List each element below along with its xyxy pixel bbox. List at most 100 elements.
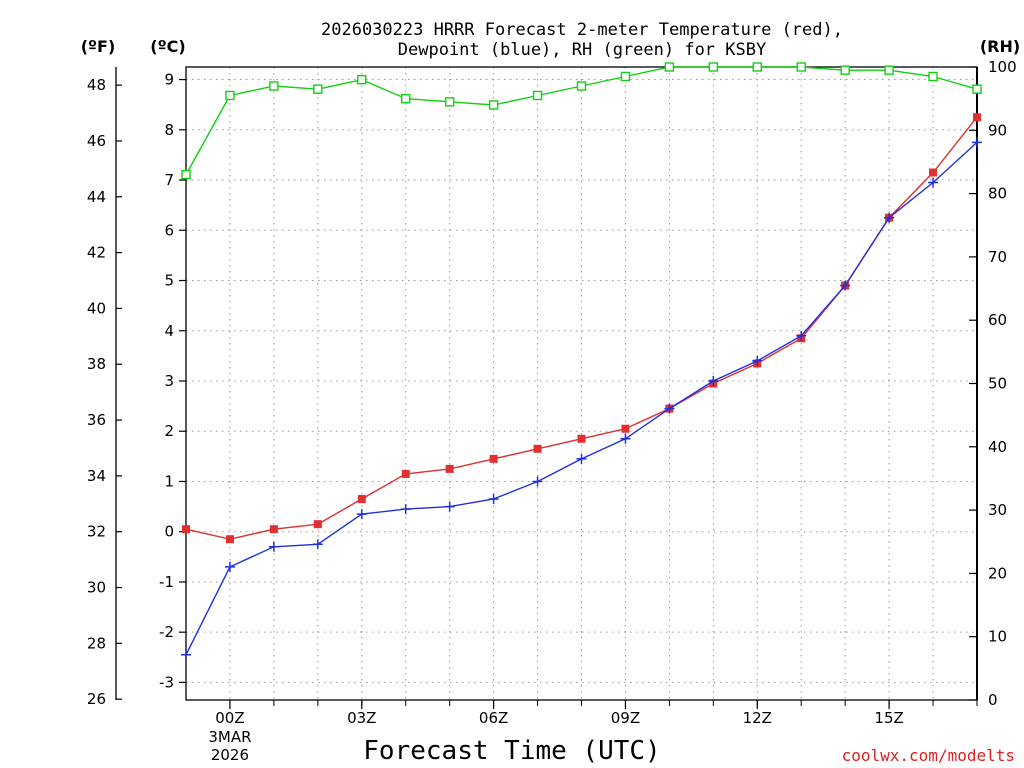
dewpoint-point	[532, 476, 543, 487]
fahrenheit-tick-label: 44	[87, 188, 106, 206]
date-label-year: 2026	[211, 746, 249, 764]
rh-point	[488, 100, 499, 110]
credit-text: coolwx.com/modelts	[842, 746, 1015, 765]
celsius-tick-label: 2	[164, 422, 174, 440]
x-tick-label: 06Z	[479, 709, 508, 727]
rh-point	[181, 169, 191, 180]
dewpoint-point	[576, 453, 587, 464]
rh-tick-label: 0	[988, 691, 998, 709]
rh-point	[444, 97, 455, 107]
celsius-tick-label: 6	[164, 221, 174, 239]
chart-title-line2: Dewpoint (blue), RH (green) for KSBY	[398, 40, 766, 60]
rh-tick-label: 100	[988, 58, 1017, 76]
fahrenheit-tick-label: 36	[87, 411, 106, 429]
celsius-tick-label: -1	[159, 573, 174, 591]
rh-point	[225, 90, 235, 101]
rh-point	[357, 74, 367, 85]
celsius-tick-label: 8	[164, 121, 174, 139]
dewpoint-point	[400, 504, 411, 515]
x-tick-label: 12Z	[743, 709, 772, 727]
dewpoint-point	[444, 501, 455, 512]
temperature-point	[357, 495, 366, 504]
celsius-tick-label: 5	[164, 272, 174, 290]
temperature-point	[621, 424, 630, 433]
dewpoint-point	[620, 433, 631, 444]
rh-point	[269, 81, 279, 91]
celsius-tick-label: 7	[164, 171, 174, 189]
fahrenheit-tick-label: 28	[87, 634, 106, 652]
x-tick-label: 03Z	[347, 709, 376, 727]
rh-tick-label: 10	[988, 628, 1007, 646]
rh-point	[928, 71, 938, 82]
data-series	[181, 62, 982, 660]
fahrenheit-tick-label: 42	[87, 244, 106, 262]
fahrenheit-tick-label: 40	[87, 299, 106, 317]
temperature-point	[182, 525, 190, 534]
rh-point	[752, 62, 762, 72]
x-tick-label: 15Z	[874, 709, 903, 727]
fahrenheit-tick-label: 32	[87, 523, 106, 541]
dewpoint-point	[356, 509, 367, 520]
rh-point	[840, 65, 850, 75]
x-tick-label: 00Z	[215, 709, 244, 727]
temperature-point	[929, 168, 938, 177]
rh-series	[181, 62, 982, 180]
dewpoint-point	[752, 355, 763, 366]
dewpoint-point	[840, 280, 851, 291]
axes: -3-2-10123456789262830323436384042444648…	[87, 58, 1017, 764]
rh-point	[532, 90, 543, 101]
dewpoint-series	[181, 137, 982, 660]
celsius-tick-label: 4	[164, 322, 174, 340]
celsius-tick-label: 9	[164, 71, 174, 89]
fahrenheit-tick-label: 34	[87, 467, 106, 485]
gridlines	[186, 67, 978, 700]
rh-point	[972, 84, 982, 94]
temperature-point	[973, 113, 981, 122]
temperature-point	[269, 525, 278, 534]
dewpoint-point	[928, 177, 939, 188]
temperature-point	[533, 444, 542, 453]
dewpoint-point	[224, 561, 235, 572]
x-tick-label: 09Z	[611, 709, 640, 727]
dewpoint-point	[972, 137, 982, 148]
temperature-point	[489, 454, 498, 463]
temperature-point	[313, 520, 322, 529]
date-label-day: 3MAR	[208, 728, 251, 746]
rh-point	[796, 62, 806, 72]
rh-tick-label: 30	[988, 501, 1007, 519]
fahrenheit-tick-label: 30	[87, 579, 106, 597]
dewpoint-point	[664, 403, 675, 414]
fahrenheit-tick-label: 48	[87, 76, 106, 94]
x-axis-title: Forecast Time (UTC)	[363, 736, 660, 766]
rh-tick-label: 70	[988, 248, 1007, 266]
rh-point	[313, 84, 323, 94]
rh-point	[884, 65, 894, 75]
rh-point	[664, 62, 675, 72]
celsius-tick-label: -2	[159, 623, 174, 641]
rh-tick-label: 20	[988, 564, 1007, 582]
fahrenheit-unit-label: (ºF)	[81, 37, 116, 56]
dewpoint-point	[488, 494, 499, 505]
fahrenheit-tick-label: 46	[87, 132, 106, 150]
temperature-point	[225, 535, 234, 544]
plot-frame	[185, 66, 978, 701]
rh-point	[708, 62, 719, 72]
rh-tick-label: 90	[988, 121, 1007, 139]
temperature-point	[445, 464, 454, 473]
celsius-unit-label: (ºC)	[150, 37, 185, 56]
dewpoint-point	[796, 330, 807, 341]
temperature-series	[182, 113, 981, 544]
temperature-point	[401, 469, 410, 478]
rh-unit-label: (RH)	[980, 37, 1020, 56]
rh-tick-label: 50	[988, 375, 1007, 393]
chart-title-line1: 2026030223 HRRR Forecast 2-meter Tempera…	[321, 20, 843, 40]
rh-point	[576, 81, 587, 91]
celsius-tick-label: 3	[164, 372, 174, 390]
rh-tick-label: 40	[988, 438, 1007, 456]
rh-tick-label: 80	[988, 185, 1007, 203]
temperature-point	[577, 434, 586, 443]
dewpoint-point	[708, 375, 719, 386]
celsius-tick-label: -3	[159, 673, 174, 691]
dewpoint-point	[884, 212, 895, 223]
dewpoint-point	[181, 649, 191, 660]
